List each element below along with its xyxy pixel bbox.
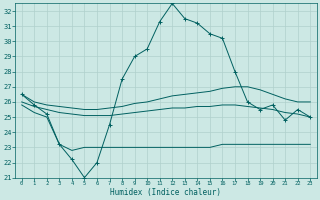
X-axis label: Humidex (Indice chaleur): Humidex (Indice chaleur)	[110, 188, 221, 197]
